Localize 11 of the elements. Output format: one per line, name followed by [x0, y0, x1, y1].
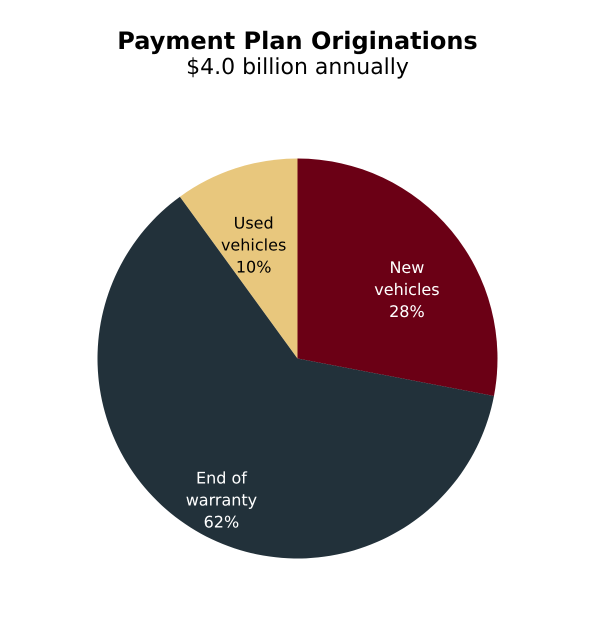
chart-title: Payment Plan Originations	[117, 27, 478, 55]
pie-slice	[180, 158, 298, 358]
data-label: 10%	[236, 257, 272, 276]
data-label: 28%	[389, 302, 425, 321]
slice-label: New vehicles	[374, 258, 440, 299]
pie-slice	[98, 196, 494, 558]
data-label: 62%	[204, 512, 240, 532]
pie-slice	[298, 158, 498, 396]
slice-label: End of warranty	[186, 468, 258, 510]
slice-label: Used vehicles	[220, 213, 286, 254]
chart-subtitle: $4.0 billion annually	[186, 55, 409, 80]
